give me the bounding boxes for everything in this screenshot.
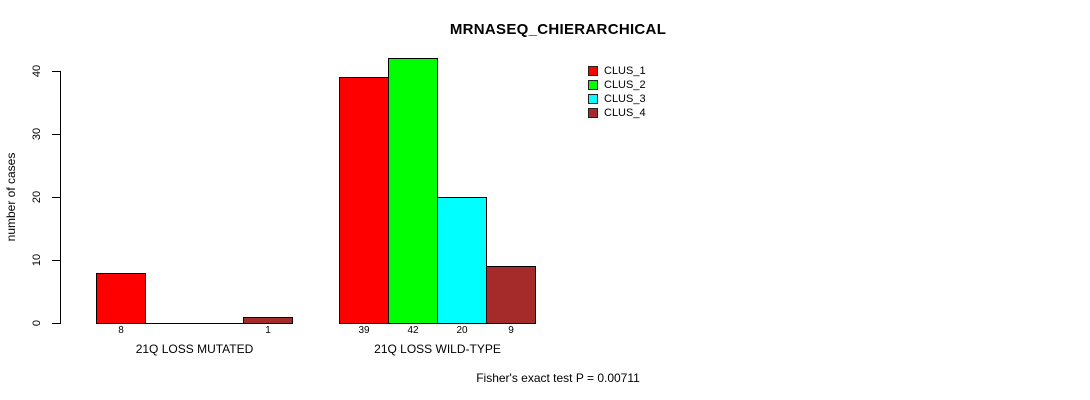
bar-clus_4-group1 xyxy=(243,317,293,324)
legend-swatch-icon xyxy=(588,94,598,104)
legend-item-clus_2: CLUS_2 xyxy=(588,78,646,92)
legend-swatch-icon xyxy=(588,66,598,76)
bar-clus_3-group2 xyxy=(437,197,487,324)
category-label: 21Q LOSS WILD-TYPE xyxy=(374,342,501,356)
y-axis-tick xyxy=(52,323,60,324)
bar-clus_2-group2 xyxy=(388,58,438,324)
y-axis-tick xyxy=(52,134,60,135)
y-axis-tick-label: 30 xyxy=(31,127,43,141)
legend-swatch-icon xyxy=(588,80,598,90)
bar-clus_4-group2 xyxy=(486,266,536,324)
bar-count-label: 1 xyxy=(265,325,271,336)
chart-title: MRNASEQ_CHIERARCHICAL xyxy=(449,21,667,38)
legend-item-clus_1: CLUS_1 xyxy=(588,64,646,78)
y-axis-tick xyxy=(52,71,60,72)
fisher-test-annotation: Fisher's exact test P = 0.00711 xyxy=(476,371,640,385)
legend-label: CLUS_2 xyxy=(604,79,646,91)
legend-label: CLUS_4 xyxy=(604,107,646,119)
legend: CLUS_1 CLUS_2 CLUS_3 CLUS_4 xyxy=(588,64,646,120)
bar-count-label: 39 xyxy=(358,325,370,336)
y-axis-tick-label: 0 xyxy=(31,319,43,327)
legend-label: CLUS_3 xyxy=(604,93,646,105)
legend-swatch-icon xyxy=(588,108,598,118)
y-axis-line xyxy=(60,71,61,324)
bar-count-label: 20 xyxy=(456,325,468,336)
bar-count-label: 42 xyxy=(407,325,419,336)
y-axis-title: number of cases xyxy=(4,152,18,242)
y-axis-tick-label: 10 xyxy=(31,253,43,267)
category-label: 21Q LOSS MUTATED xyxy=(135,342,254,356)
y-axis-tick-label: 20 xyxy=(31,190,43,204)
y-axis-tick xyxy=(52,260,60,261)
y-axis-tick xyxy=(52,197,60,198)
bar-count-label: 9 xyxy=(508,325,514,336)
legend-label: CLUS_1 xyxy=(604,65,646,77)
bar-clus_3-group1 xyxy=(194,323,244,324)
bar-clus_1-group1 xyxy=(96,273,146,324)
bar-clus_2-group1 xyxy=(145,323,195,324)
bar-count-label: 8 xyxy=(118,325,124,336)
legend-item-clus_4: CLUS_4 xyxy=(588,106,646,120)
y-axis-tick-label: 40 xyxy=(31,64,43,78)
legend-item-clus_3: CLUS_3 xyxy=(588,92,646,106)
bar-clus_1-group2 xyxy=(339,77,389,324)
